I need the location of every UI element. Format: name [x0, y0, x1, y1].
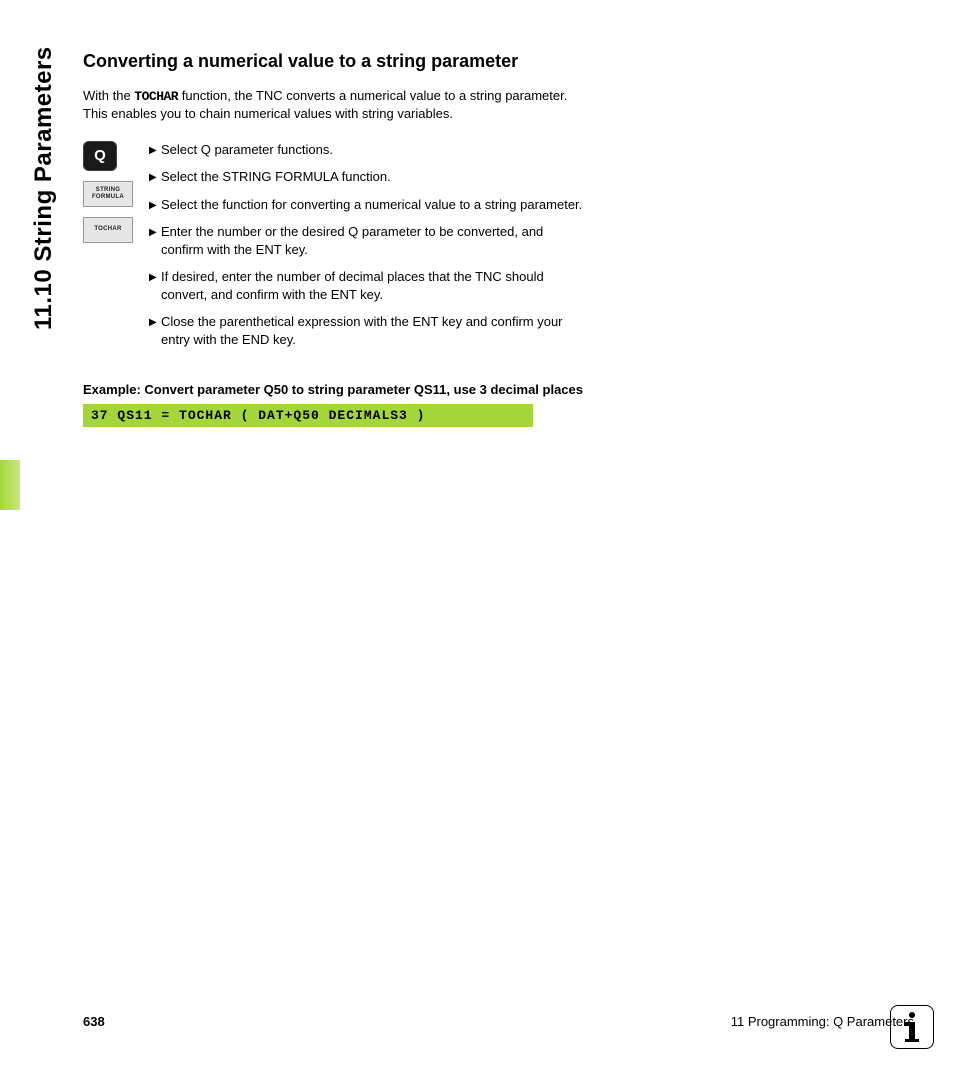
info-icon [890, 1005, 934, 1049]
code-example: 37 QS11 = TOCHAR ( DAT+Q50 DECIMALS3 ) [83, 404, 533, 427]
side-section-title: 11.10 String Parameters [30, 46, 58, 330]
step-arrow-icon: ▶ [149, 141, 161, 159]
side-accent-tab [0, 460, 20, 510]
softkey-string-formula: STRING FORMULA [83, 181, 133, 207]
function-name: TOCHAR [134, 89, 178, 104]
step-arrow-icon: ▶ [149, 168, 161, 186]
step-arrow-icon: ▶ [149, 196, 161, 214]
example-label: Example: Convert parameter Q50 to string… [83, 381, 583, 399]
page-number: 638 [83, 1014, 105, 1029]
step-text: Close the parenthetical expression with … [161, 313, 583, 348]
step-text: If desired, enter the number of decimal … [161, 268, 583, 303]
step-item: ▶ Select the STRING FORMULA function. [149, 168, 583, 186]
section-heading: Converting a numerical value to a string… [83, 50, 583, 73]
q-key-icon: Q [83, 141, 117, 171]
page-footer: 638 11 Programming: Q Parameters [83, 1014, 914, 1029]
step-item: ▶ Select Q parameter functions. [149, 141, 583, 159]
step-text: Select Q parameter functions. [161, 141, 583, 159]
step-item: ▶ If desired, enter the number of decima… [149, 268, 583, 303]
steps-row: Q STRING FORMULA TOCHAR ▶ Select Q param… [83, 141, 583, 359]
main-content: Converting a numerical value to a string… [83, 50, 583, 427]
intro-text-pre: With the [83, 88, 134, 103]
step-text: Select the STRING FORMULA function. [161, 168, 583, 186]
step-item: ▶ Close the parenthetical expression wit… [149, 313, 583, 348]
step-arrow-icon: ▶ [149, 268, 161, 303]
keys-column: Q STRING FORMULA TOCHAR [83, 141, 133, 359]
step-item: ▶ Enter the number or the desired Q para… [149, 223, 583, 258]
step-text: Enter the number or the desired Q parame… [161, 223, 583, 258]
softkey-tochar: TOCHAR [83, 217, 133, 243]
intro-paragraph: With the TOCHAR function, the TNC conver… [83, 87, 583, 123]
step-text: Select the function for converting a num… [161, 196, 583, 214]
chapter-title: 11 Programming: Q Parameters [731, 1014, 914, 1029]
page: 11.10 String Parameters Converting a num… [0, 0, 954, 1091]
step-arrow-icon: ▶ [149, 223, 161, 258]
step-arrow-icon: ▶ [149, 313, 161, 348]
steps-column: ▶ Select Q parameter functions. ▶ Select… [149, 141, 583, 359]
step-item: ▶ Select the function for converting a n… [149, 196, 583, 214]
